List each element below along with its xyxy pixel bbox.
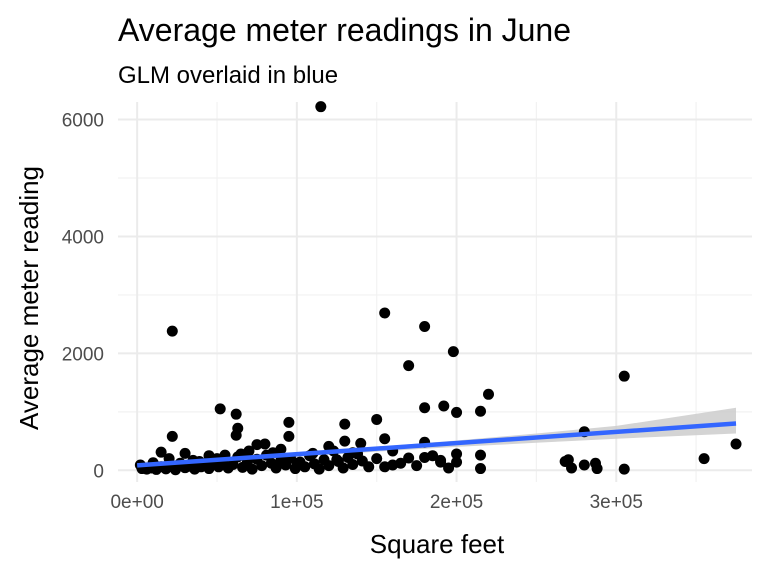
data-point (451, 448, 463, 460)
data-point (195, 461, 207, 473)
data-point (443, 462, 455, 474)
chart-title: Average meter readings in June (118, 12, 571, 48)
data-point (379, 307, 391, 319)
data-point (331, 454, 343, 466)
data-point (243, 445, 255, 457)
data-point (419, 451, 431, 463)
fit-line-layer (137, 421, 737, 468)
data-point (166, 430, 178, 442)
x-tick-label: 1e+05 (270, 492, 323, 513)
data-point (283, 430, 295, 442)
data-point (438, 400, 450, 412)
data-point (275, 443, 287, 455)
data-point (214, 403, 226, 415)
data-point (313, 463, 325, 475)
data-point (562, 454, 574, 466)
data-point (379, 433, 391, 445)
y-tick-label: 6000 (62, 111, 104, 132)
data-point (618, 370, 630, 382)
data-point (698, 453, 710, 465)
data-point (355, 437, 367, 449)
data-point (451, 456, 463, 468)
x-axis-title: Square feet (370, 529, 505, 559)
data-point (230, 429, 242, 441)
tick-labels: 0e+00 1e+05 2e+05 3e+05 0 2000 4000 6000 (62, 111, 643, 513)
data-point (419, 402, 431, 414)
data-point (246, 463, 258, 475)
data-point (578, 459, 590, 471)
x-tick-label: 0e+00 (110, 492, 163, 513)
data-point (482, 388, 494, 400)
data-point (363, 461, 375, 473)
data-point (371, 453, 383, 465)
data-point (347, 458, 359, 470)
data-point (411, 460, 423, 472)
y-tick-label: 4000 (62, 227, 104, 248)
data-point (283, 416, 295, 428)
data-point (403, 452, 415, 464)
data-point (251, 439, 263, 451)
data-point (337, 462, 349, 474)
data-point (259, 438, 271, 450)
data-point (419, 320, 431, 332)
data-point (371, 413, 383, 425)
data-point (475, 405, 487, 417)
points-layer (134, 101, 742, 476)
data-point (339, 418, 351, 430)
data-point (256, 460, 268, 472)
data-point (155, 446, 167, 458)
data-point (166, 325, 178, 337)
data-point (323, 460, 335, 472)
y-tick-label: 2000 (62, 344, 104, 365)
data-point (403, 360, 415, 372)
data-point (618, 463, 630, 475)
data-point (230, 408, 242, 420)
data-point (387, 459, 399, 471)
data-point (451, 406, 463, 418)
x-tick-label: 2e+05 (430, 492, 483, 513)
glm-fit-line (137, 421, 737, 468)
chart-subtitle: GLM overlaid in blue (118, 62, 338, 89)
data-point (435, 456, 447, 468)
y-tick-label: 0 (93, 461, 104, 482)
data-point (475, 449, 487, 461)
data-point (447, 346, 459, 358)
data-point (475, 463, 487, 475)
data-point (179, 447, 191, 459)
y-axis-title: Average meter reading (14, 166, 44, 430)
data-point (291, 457, 303, 469)
x-tick-label: 3e+05 (590, 492, 643, 513)
data-point (591, 463, 603, 475)
data-point (339, 435, 351, 447)
data-point (315, 101, 327, 113)
data-point (730, 438, 742, 450)
